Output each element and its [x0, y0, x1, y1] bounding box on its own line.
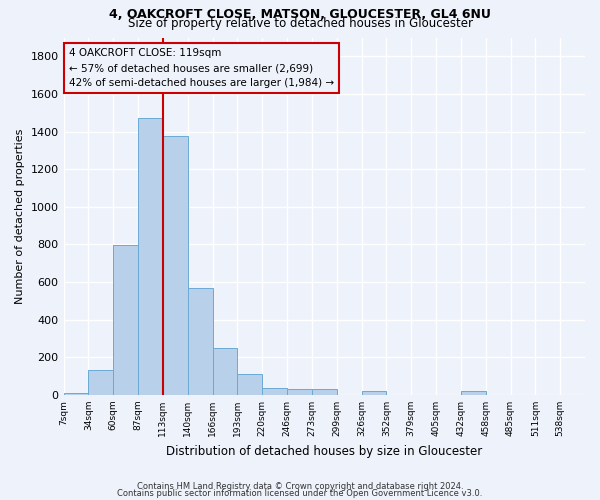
Bar [238, 374, 262, 395]
Bar [461, 391, 485, 395]
Bar [88, 370, 113, 395]
Bar [262, 388, 287, 395]
Bar [312, 390, 337, 395]
X-axis label: Distribution of detached houses by size in Gloucester: Distribution of detached houses by size … [166, 444, 482, 458]
Bar [64, 393, 88, 395]
Text: 4, OAKCROFT CLOSE, MATSON, GLOUCESTER, GL4 6NU: 4, OAKCROFT CLOSE, MATSON, GLOUCESTER, G… [109, 8, 491, 20]
Bar [287, 390, 312, 395]
Text: Size of property relative to detached houses in Gloucester: Size of property relative to detached ho… [128, 18, 473, 30]
Text: Contains public sector information licensed under the Open Government Licence v3: Contains public sector information licen… [118, 488, 482, 498]
Bar [188, 288, 212, 395]
Y-axis label: Number of detached properties: Number of detached properties [15, 128, 25, 304]
Bar [212, 348, 238, 395]
Text: Contains HM Land Registry data © Crown copyright and database right 2024.: Contains HM Land Registry data © Crown c… [137, 482, 463, 491]
Text: 4 OAKCROFT CLOSE: 119sqm
← 57% of detached houses are smaller (2,699)
42% of sem: 4 OAKCROFT CLOSE: 119sqm ← 57% of detach… [69, 48, 334, 88]
Bar [362, 391, 386, 395]
Bar [163, 136, 188, 395]
Bar [138, 118, 163, 395]
Bar [113, 246, 138, 395]
